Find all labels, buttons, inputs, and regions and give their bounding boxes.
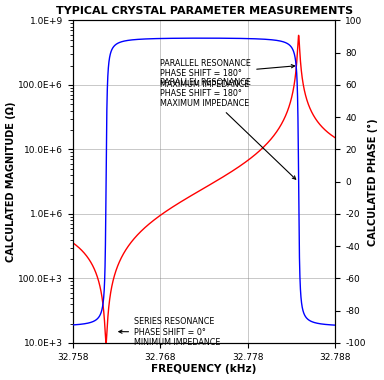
Y-axis label: CALCULATED PHASE (°): CALCULATED PHASE (°) (368, 118, 379, 245)
Title: TYPICAL CRYSTAL PARAMETER MEASUREMENTS: TYPICAL CRYSTAL PARAMETER MEASUREMENTS (56, 6, 353, 16)
Text: SERIES RESONANCE
PHASE SHIFT = 0°
MINIMUM IMPEDANCE: SERIES RESONANCE PHASE SHIFT = 0° MINIMU… (119, 317, 220, 347)
Y-axis label: CALCULATED MAGNITUDE (Ω): CALCULATED MAGNITUDE (Ω) (5, 101, 16, 262)
Text: PARALLEL RESONANCE
PHASE SHIFT = 180°
MAXIMUM IMPEDANCE: PARALLEL RESONANCE PHASE SHIFT = 180° MA… (161, 78, 296, 179)
Text: PARALLEL RESONANCE
PHASE SHIFT = 180°
MAXIMUM IMPEDANCE: PARALLEL RESONANCE PHASE SHIFT = 180° MA… (161, 59, 295, 89)
X-axis label: FREQUENCY (kHz): FREQUENCY (kHz) (151, 364, 257, 374)
